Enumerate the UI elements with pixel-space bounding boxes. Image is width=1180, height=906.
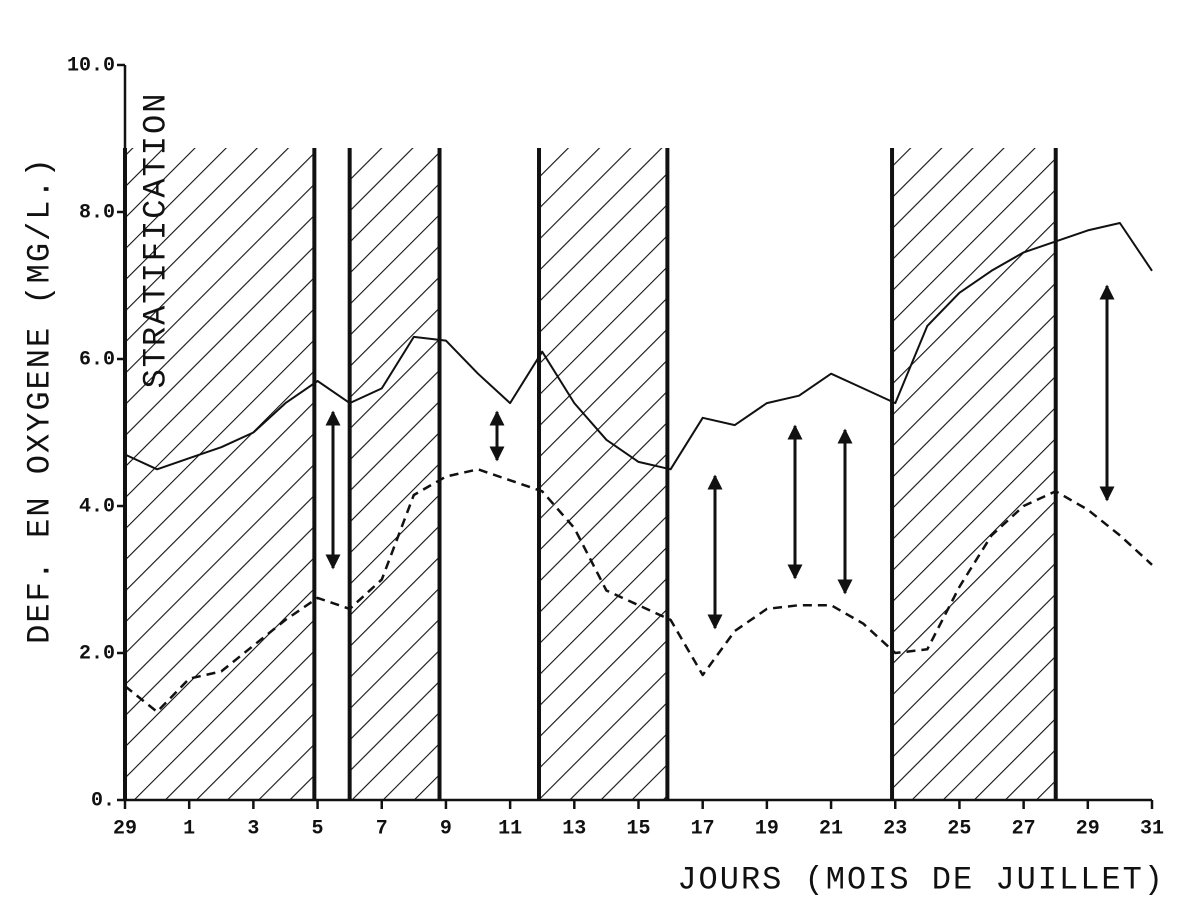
x-tick-label: 29 (113, 817, 137, 840)
x-tick-label: 31 (1140, 817, 1164, 840)
stratification-band (892, 148, 1056, 800)
x-tick-label: 1 (183, 817, 195, 840)
band-label: STRATIFICATION (137, 92, 174, 389)
stratification-band (539, 148, 668, 800)
x-tick-label: 5 (312, 817, 324, 840)
y-tick-label: 8.0 (79, 201, 115, 224)
stratification-band (349, 148, 440, 800)
y-tick-label: 2.0 (79, 642, 115, 665)
stratification-band (125, 148, 315, 800)
difference-arrows (325, 284, 1115, 630)
stratification-bands (123, 148, 1058, 800)
y-axis-title: DEF. EN OXYGENE (MG/L.) (21, 156, 58, 644)
x-tick-label: 3 (247, 817, 259, 840)
x-axis-title: JOURS (MOIS DE JUILLET) (677, 861, 1165, 898)
x-tick-label: 23 (883, 817, 907, 840)
x-tick-label: 27 (1012, 817, 1036, 840)
x-tick-label: 15 (626, 817, 650, 840)
y-tick-label: 10.0 (67, 54, 115, 77)
x-tick-label: 11 (498, 817, 522, 840)
series-line (124, 468, 1153, 714)
x-tick-label: 13 (562, 817, 586, 840)
x-tick-label: 29 (1076, 817, 1100, 840)
x-tick-label: 17 (691, 817, 715, 840)
y-tick-label: 0. (91, 789, 115, 812)
x-tick-label: 9 (440, 817, 452, 840)
x-tick-label: 25 (947, 817, 971, 840)
y-tick-label: 6.0 (79, 348, 115, 371)
y-tick-label: 4.0 (79, 495, 115, 518)
x-tick-label: 21 (819, 817, 843, 840)
x-tick-label: 7 (376, 817, 388, 840)
x-tick-label: 19 (755, 817, 779, 840)
series-lines (124, 222, 1153, 714)
series-line (124, 222, 1153, 471)
